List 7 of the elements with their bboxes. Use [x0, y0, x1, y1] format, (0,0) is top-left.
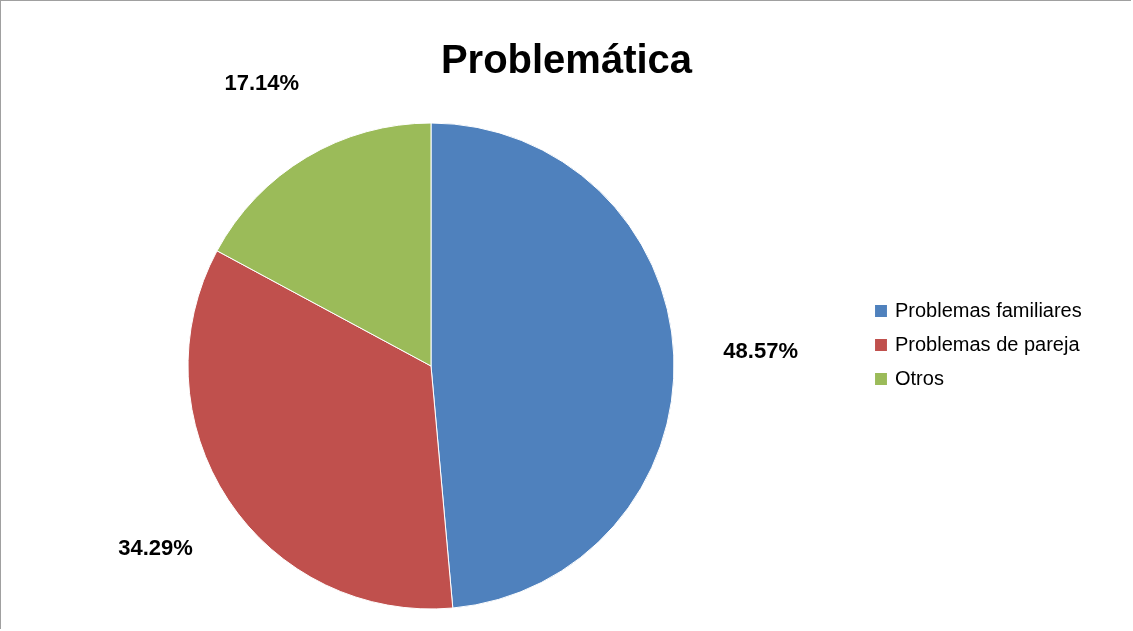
legend-label: Problemas familiares: [895, 299, 1082, 321]
legend-label: Otros: [895, 367, 944, 389]
data-label: 17.14%: [224, 69, 300, 95]
data-label: 34.29%: [118, 534, 193, 560]
legend-label: Problemas de pareja: [895, 333, 1081, 355]
chart-title: Problemática: [440, 37, 693, 81]
data-label: 48.57%: [723, 338, 798, 364]
